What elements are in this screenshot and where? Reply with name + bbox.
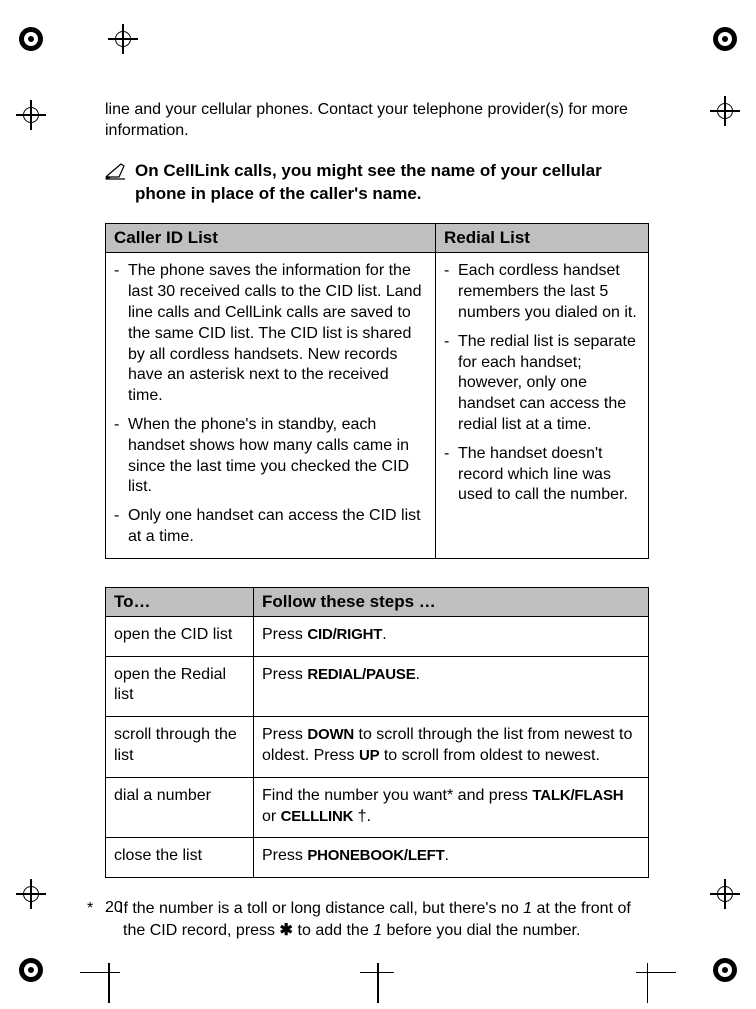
list-item: The phone saves the information for the … xyxy=(114,261,427,407)
to-cell: open the Redial list xyxy=(106,656,254,717)
crosshair-icon xyxy=(710,879,740,909)
crosshair-icon xyxy=(710,96,740,126)
caller-id-cell: The phone saves the information for the … xyxy=(106,253,436,558)
redial-cell: Each cordless handset remembers the last… xyxy=(436,253,649,558)
table-row: close the list Press PHONEBOOK/LEFT. xyxy=(106,838,649,878)
hand-writing-icon xyxy=(105,162,127,180)
steps-cell: Press CID/RIGHT. xyxy=(254,616,649,656)
registration-mark-icon xyxy=(710,955,740,985)
crosshair-icon xyxy=(16,100,46,130)
registration-mark-icon xyxy=(16,955,46,985)
to-cell: scroll through the list xyxy=(106,717,254,778)
crop-mark xyxy=(647,963,649,1003)
list-item: The handset doesn't record which line wa… xyxy=(444,444,640,506)
registration-mark-icon xyxy=(16,24,46,54)
intro-paragraph: line and your cellular phones. Contact y… xyxy=(105,100,649,142)
crosshair-icon xyxy=(108,24,138,54)
table-row: scroll through the list Press DOWN to sc… xyxy=(106,717,649,778)
steps-cell: Press DOWN to scroll through the list fr… xyxy=(254,717,649,778)
note-callout: On CellLink calls, you might see the nam… xyxy=(105,160,649,206)
crop-mark xyxy=(80,972,120,974)
steps-cell: Press PHONEBOOK/LEFT. xyxy=(254,838,649,878)
crop-mark xyxy=(377,963,379,1003)
to-cell: close the list xyxy=(106,838,254,878)
note-text: On CellLink calls, you might see the nam… xyxy=(133,160,649,206)
table-header: To… xyxy=(106,587,254,616)
caller-id-vs-redial-table: Caller ID List Redial List The phone sav… xyxy=(105,223,649,558)
list-item: The redial list is separate for each han… xyxy=(444,332,640,436)
steps-cell: Press REDIAL/PAUSE. xyxy=(254,656,649,717)
steps-cell: Find the number you want* and press TALK… xyxy=(254,777,649,838)
steps-table: To… Follow these steps … open the CID li… xyxy=(105,587,649,878)
list-item: Each cordless handset remembers the last… xyxy=(444,261,640,323)
table-header: Redial List xyxy=(436,224,649,253)
crosshair-icon xyxy=(16,879,46,909)
table-header: Follow these steps … xyxy=(254,587,649,616)
table-row: The phone saves the information for the … xyxy=(106,253,649,558)
to-cell: dial a number xyxy=(106,777,254,838)
crop-mark xyxy=(636,972,676,974)
registration-mark-icon xyxy=(710,24,740,54)
list-item: Only one handset can access the CID list… xyxy=(114,506,427,548)
list-item: When the phone's in standby, each handse… xyxy=(114,415,427,498)
to-cell: open the CID list xyxy=(106,616,254,656)
footnote: *If the number is a toll or long distanc… xyxy=(105,898,649,941)
page-body: line and your cellular phones. Contact y… xyxy=(105,100,649,941)
page-number: 20 xyxy=(105,899,123,917)
table-row: open the Redial list Press REDIAL/PAUSE. xyxy=(106,656,649,717)
table-row: open the CID list Press CID/RIGHT. xyxy=(106,616,649,656)
table-header: Caller ID List xyxy=(106,224,436,253)
table-row: dial a number Find the number you want* … xyxy=(106,777,649,838)
crop-mark xyxy=(108,963,110,1003)
